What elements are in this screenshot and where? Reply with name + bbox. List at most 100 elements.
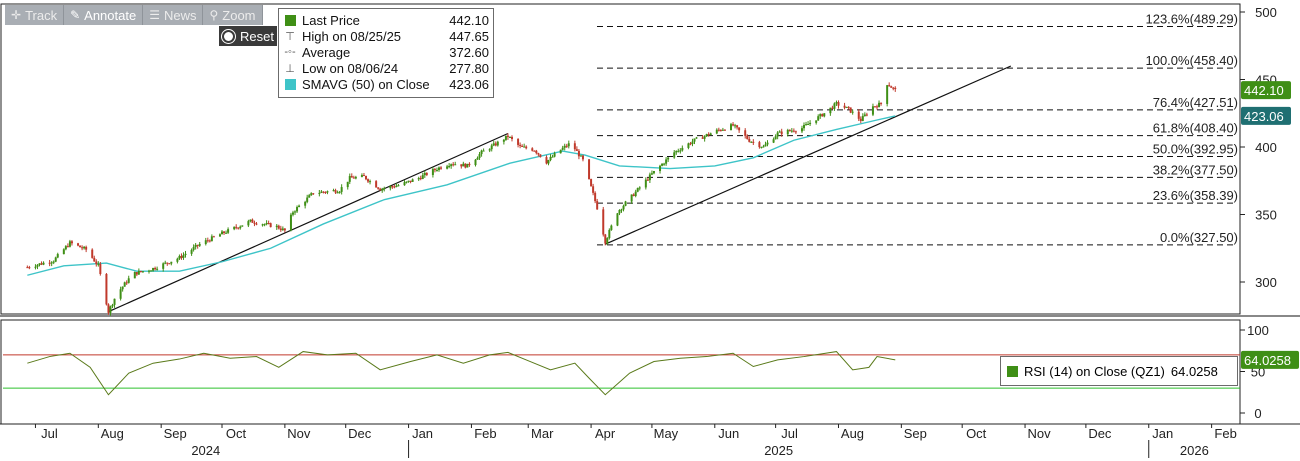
price-bar-body	[281, 228, 284, 231]
price-bar-body	[492, 143, 495, 146]
price-bar-body	[819, 114, 822, 117]
price-bars	[26, 82, 897, 316]
price-bar-body	[298, 205, 301, 208]
sma-swatch-icon	[283, 77, 297, 91]
price-bar-body	[304, 201, 307, 206]
price-bar-body	[863, 114, 866, 117]
price-bar-body	[559, 149, 562, 154]
sma-line	[27, 115, 896, 276]
fib-level-label: 0.0%(327.50)	[1160, 230, 1238, 245]
price-bar-body	[109, 306, 112, 313]
price-bar-body	[123, 282, 126, 287]
price-bar-body	[833, 103, 836, 109]
price-bar-body	[752, 141, 755, 143]
price-bar-body	[594, 192, 597, 202]
price-bar-body	[77, 243, 80, 246]
price-bar-body	[66, 246, 69, 248]
rsi-tick-label: 100	[1247, 323, 1269, 338]
price-bar-body	[772, 139, 775, 143]
x-month-label: Sep	[164, 426, 187, 441]
rsi-tag-bg	[1241, 350, 1299, 369]
price-bar-body	[829, 107, 832, 114]
price-bar-body	[608, 229, 611, 239]
price-bar-body	[95, 261, 98, 265]
price-bar-body	[673, 152, 676, 158]
price-bar-body	[127, 278, 130, 283]
price-legend[interactable]: Last Price 442.10 ⊤ High on 08/25/25 447…	[278, 8, 494, 98]
price-bar-body	[70, 241, 73, 244]
price-bar-body	[847, 106, 850, 108]
price-bar-body	[379, 188, 382, 191]
price-bar-body	[719, 129, 722, 131]
price-bar-body	[790, 130, 793, 132]
x-month-label: Sep	[904, 426, 927, 441]
rsi-legend[interactable]: RSI (14) on Close (QZ1) 64.0258	[1000, 356, 1238, 386]
price-bar-body	[531, 148, 534, 151]
zoom-button[interactable]: ⚲ Zoom	[203, 5, 263, 25]
track-button[interactable]: ✛ Track	[5, 5, 65, 25]
chart-toolbar: ✛ Track ✎ Annotate ☰ News ⚲ Zoom	[5, 5, 263, 25]
news-button[interactable]: ☰ News	[143, 5, 204, 25]
price-bar-body	[695, 137, 698, 139]
x-month-label: Jul	[781, 426, 798, 441]
price-bar-body	[423, 173, 426, 176]
price-bar-body	[661, 163, 664, 166]
price-bar-body	[715, 129, 718, 134]
price-bar-body	[596, 201, 599, 210]
price-bar-body	[119, 289, 122, 299]
price-bar-body	[634, 191, 637, 196]
price-bar-body	[525, 146, 528, 149]
rsi-legend-value: 64.0258	[1170, 363, 1218, 379]
price-bar-body	[393, 186, 396, 188]
price-bar-body	[235, 226, 238, 228]
price-bar-body	[170, 261, 173, 264]
price-bar-body	[340, 187, 343, 192]
price-bar-body	[141, 271, 144, 273]
news-label: News	[163, 7, 197, 23]
reset-button[interactable]: Reset	[219, 26, 277, 46]
price-bar-body	[736, 125, 739, 128]
price-bar-body	[575, 149, 578, 151]
price-bar-body	[377, 187, 380, 189]
price-bar-body	[162, 263, 165, 269]
track-label: Track	[25, 7, 58, 23]
x-month-label: Jul	[41, 426, 58, 441]
price-bar-body	[663, 163, 666, 165]
price-bar-body	[312, 193, 315, 195]
price-bar-body	[381, 188, 384, 191]
price-bar-body	[389, 186, 392, 189]
price-bar-body	[50, 262, 53, 264]
price-bar-body	[326, 191, 329, 193]
price-bar-body	[64, 246, 67, 250]
annotate-button[interactable]: ✎ Annotate	[64, 5, 144, 25]
price-bar-body	[225, 232, 228, 234]
legend-row-average: -◦- Average 372.60	[283, 44, 489, 60]
price-bar-body	[888, 85, 891, 87]
price-bar-body	[843, 105, 846, 108]
price-bar-body	[42, 262, 45, 265]
price-bar-body	[289, 214, 292, 231]
price-bar-body	[567, 143, 570, 147]
price-bar-body	[168, 263, 171, 265]
price-bar-body	[348, 176, 351, 182]
price-bar-body	[732, 124, 735, 126]
price-bar-body	[677, 150, 680, 152]
price-bar-body	[859, 118, 862, 121]
price-bar-body	[746, 135, 749, 140]
price-bar-body	[788, 129, 791, 131]
price-bar-body	[360, 175, 363, 177]
price-bar-body	[38, 263, 41, 265]
price-bar-body	[56, 254, 59, 258]
price-bar-body	[36, 264, 39, 267]
price-bar-body	[618, 210, 621, 214]
price-bar-body	[650, 173, 653, 175]
price-bar-body	[861, 116, 864, 121]
price-bar-body	[865, 114, 868, 116]
price-bar-body	[48, 262, 51, 264]
x-month-label: May	[654, 426, 679, 441]
crosshair-icon: ✛	[11, 8, 22, 22]
price-bar-body	[462, 163, 465, 167]
price-bar-body	[880, 102, 883, 104]
price-bar-body	[54, 257, 57, 262]
news-icon: ☰	[149, 8, 160, 22]
